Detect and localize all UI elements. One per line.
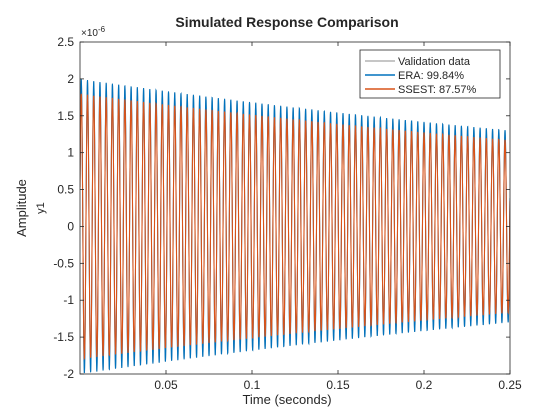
- y-tick-label: 0: [67, 219, 74, 233]
- legend-entry-2: ERA: 99.84%: [398, 70, 464, 82]
- y-tick-label: -0.5: [53, 256, 74, 270]
- y-axis-ticks: -2 -1.5 -1 -0.5 0 0.5 1 1.5 2 2.5: [53, 35, 510, 381]
- y-exponent-base: ×10: [81, 28, 98, 39]
- y-tick-label: -1.5: [53, 330, 74, 344]
- y-tick-label: 2.5: [57, 35, 74, 49]
- legend-entry-1: Validation data: [398, 56, 471, 68]
- y-tick-label: 1.5: [57, 109, 74, 123]
- chart-title: Simulated Response Comparison: [175, 14, 398, 30]
- y-axis-label: Amplitude: [14, 179, 29, 237]
- x-tick-label: 0.05: [154, 378, 178, 392]
- series-line-3: [80, 93, 510, 361]
- y-exponent-power: -6: [98, 25, 106, 34]
- x-tick-label: 0.2: [416, 378, 433, 392]
- x-tick-label: 0.25: [498, 378, 522, 392]
- x-tick-label: 0.15: [326, 378, 350, 392]
- y-exponent-label: ×10-6: [81, 25, 106, 39]
- x-axis-ticks: 0.05 0.1 0.15 0.2 0.25: [154, 42, 522, 392]
- y-tick-label: 2: [67, 72, 74, 86]
- x-axis-label: Time (seconds): [242, 392, 331, 407]
- x-tick-label: 0.1: [244, 378, 261, 392]
- legend: Validation data ERA: 99.84% SSEST: 87.57%: [359, 49, 501, 99]
- y-tick-label: -1: [63, 293, 74, 307]
- y-tick-label: -2: [63, 367, 74, 381]
- axes-frame: [79, 41, 511, 375]
- y-tick-label: 1: [67, 146, 74, 160]
- legend-box: [359, 49, 501, 99]
- series-layer: [80, 79, 510, 374]
- y-channel-label: y1: [35, 202, 47, 214]
- y-tick-label: 0.5: [57, 183, 74, 197]
- legend-entry-3: SSEST: 87.57%: [398, 84, 476, 96]
